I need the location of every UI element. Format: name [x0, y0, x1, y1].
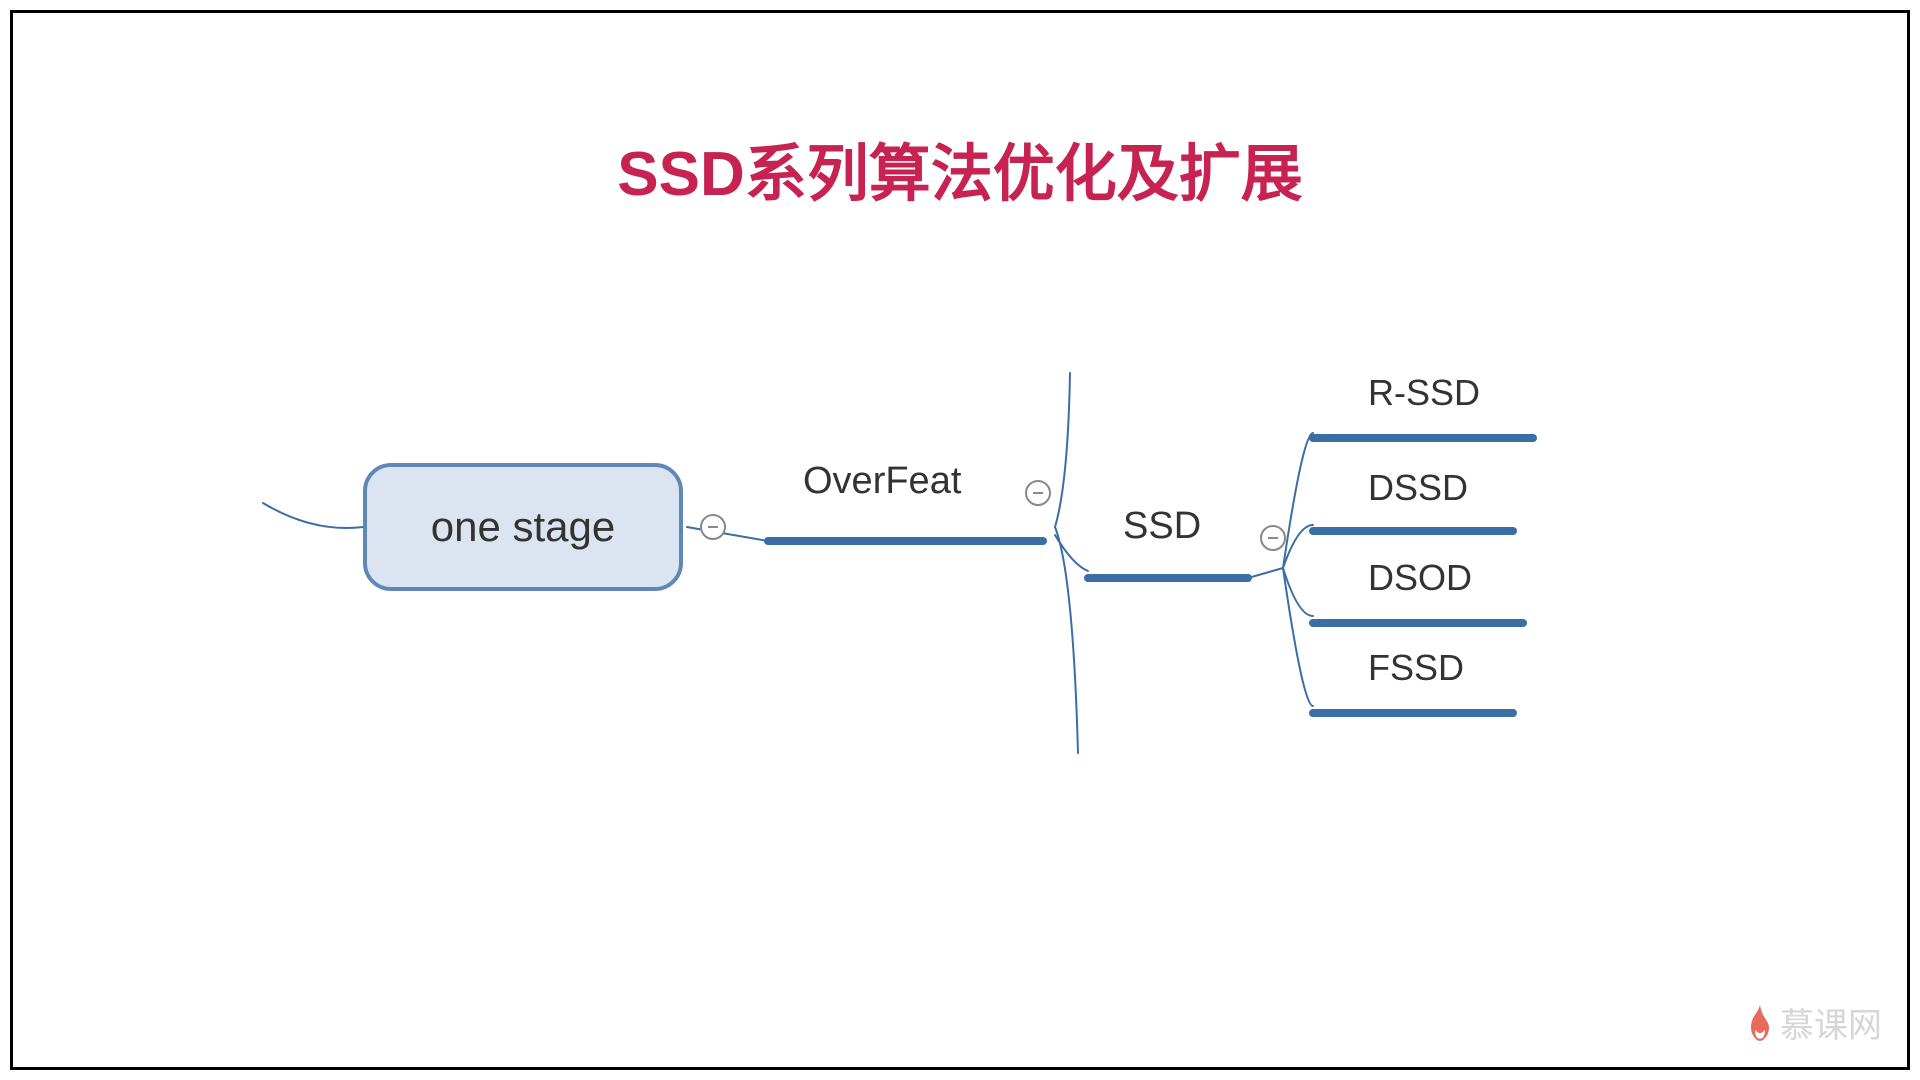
node-dsod-label: DSOD: [1368, 557, 1472, 598]
watermark-text: 慕课网: [1780, 998, 1882, 1047]
mindmap-canvas: [13, 13, 1913, 1073]
node-dssd[interactable]: DSSD: [1368, 467, 1468, 509]
node-ssd[interactable]: SSD: [1123, 505, 1201, 548]
node-one-stage[interactable]: one stage: [363, 463, 683, 591]
node-overfeat[interactable]: OverFeat: [803, 460, 961, 503]
flame-icon: [1746, 1005, 1774, 1041]
node-one-stage-label: one stage: [431, 503, 616, 551]
node-ssd-label: SSD: [1123, 505, 1201, 547]
slide-frame: SSD系列算法优化及扩展 one stage OverFeat SSD R-SS…: [10, 10, 1910, 1070]
node-fssd-label: FSSD: [1368, 647, 1464, 688]
watermark: 慕课网: [1746, 998, 1882, 1047]
node-dssd-label: DSSD: [1368, 467, 1468, 508]
node-overfeat-label: OverFeat: [803, 460, 961, 502]
node-fssd[interactable]: FSSD: [1368, 647, 1464, 689]
node-dsod[interactable]: DSOD: [1368, 557, 1472, 599]
collapse-toggle[interactable]: [1260, 525, 1286, 551]
collapse-toggle[interactable]: [700, 514, 726, 540]
collapse-toggle[interactable]: [1025, 480, 1051, 506]
node-r-ssd[interactable]: R-SSD: [1368, 372, 1480, 414]
node-r-ssd-label: R-SSD: [1368, 372, 1480, 413]
